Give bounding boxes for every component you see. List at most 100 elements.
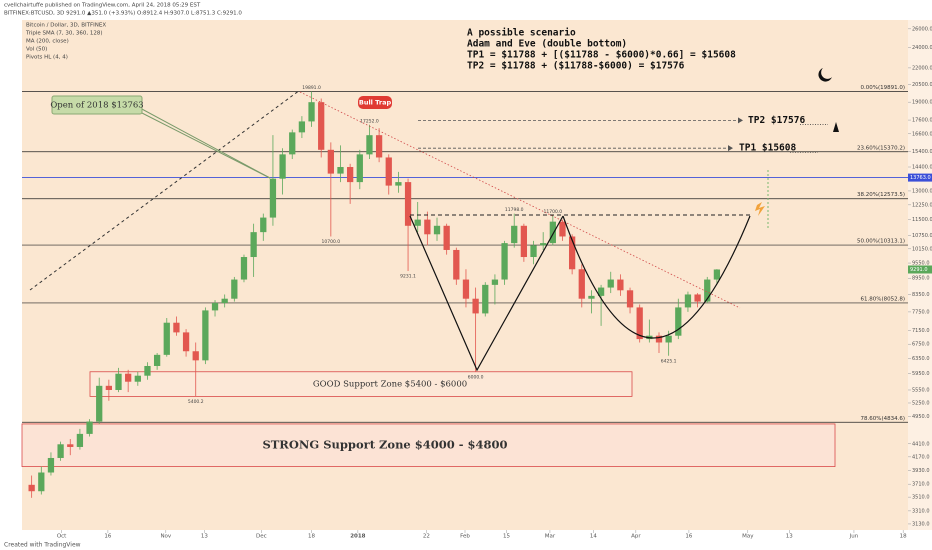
pivot-label: 9231.1 bbox=[400, 274, 416, 280]
candle-body bbox=[588, 295, 595, 299]
y-tick-label: 3710.0 bbox=[912, 482, 930, 488]
y-tick-label: 14400.0 bbox=[912, 165, 932, 171]
legend-line: Pivots HL (4, 4) bbox=[26, 55, 68, 61]
pivot-label: 11700.0 bbox=[544, 209, 563, 215]
zone-label: GOOD Support Zone $5400 - $6000 bbox=[313, 380, 467, 390]
candle-body bbox=[221, 298, 228, 304]
candle-body bbox=[366, 135, 373, 155]
candle-body bbox=[675, 307, 682, 336]
header-line: BITFINEX:BTCUSD, 3D 9291.0 ▲351.0 (+3.93… bbox=[4, 11, 242, 17]
pivot-label: 6425.1 bbox=[661, 358, 677, 364]
y-tick-label: 3130.0 bbox=[912, 521, 930, 527]
target-label: TP2 $17576 bbox=[748, 115, 805, 126]
y-tick-label: 4950.0 bbox=[912, 414, 930, 420]
fib-label: 78.60%(4834.6) bbox=[860, 416, 905, 422]
scenario-line: Adam and Eve (double bottom) bbox=[467, 39, 627, 50]
candle-body bbox=[211, 303, 219, 311]
candle-body bbox=[626, 290, 634, 308]
x-tick-label: Jun bbox=[849, 534, 859, 540]
candle-body bbox=[472, 298, 479, 314]
callout-line bbox=[139, 107, 271, 179]
x-tick-label: 15 bbox=[503, 534, 510, 540]
target-label: TP1 $15608 bbox=[739, 143, 796, 154]
fib-label: 38.20%(12573.5) bbox=[857, 192, 905, 198]
y-tick-label: 6750.0 bbox=[912, 342, 930, 348]
bull-trap-bubble bbox=[358, 96, 392, 109]
target-arrow bbox=[738, 117, 743, 124]
x-tick-label: 18 bbox=[900, 534, 907, 540]
candle-body bbox=[511, 225, 518, 244]
adam-shape bbox=[409, 215, 564, 372]
candle-body bbox=[153, 354, 161, 366]
candle-body bbox=[67, 444, 74, 447]
y-tick-label: 12250.0 bbox=[912, 202, 932, 208]
legend-line: MA (200, close) bbox=[26, 39, 69, 45]
candle-body bbox=[549, 221, 556, 244]
fib-label: 61.80%(8052.8) bbox=[860, 296, 905, 302]
candle-body bbox=[57, 444, 64, 458]
y-tick-label: 6350.0 bbox=[912, 356, 930, 362]
pivot-label: 5400.2 bbox=[188, 399, 204, 405]
bolt-icon bbox=[755, 202, 765, 216]
x-tick-label: Nov bbox=[160, 534, 171, 540]
x-tick-label: 2018 bbox=[350, 534, 365, 540]
candle-body bbox=[347, 167, 354, 183]
candle-body bbox=[424, 219, 431, 235]
candle-body bbox=[395, 182, 402, 186]
pivot-label: 17252.0 bbox=[360, 118, 379, 124]
plot-area bbox=[22, 20, 908, 530]
candle-body bbox=[684, 294, 692, 308]
y-tick-label: 3310.0 bbox=[912, 508, 930, 514]
moon-icon bbox=[818, 68, 832, 82]
candle-body bbox=[607, 279, 614, 288]
candle-body bbox=[453, 249, 460, 280]
fib-label: 0.00%(19891.0) bbox=[860, 85, 905, 91]
y-tick-label: 24000.0 bbox=[912, 45, 932, 51]
support-zone bbox=[89, 371, 633, 397]
candle-body bbox=[86, 421, 93, 434]
x-tick-label: Apr bbox=[631, 534, 641, 540]
footer: Created with TradingView bbox=[4, 542, 81, 549]
open-2018-box bbox=[51, 95, 143, 115]
candle-body bbox=[462, 279, 470, 299]
candle-body bbox=[482, 284, 489, 314]
y-tick-label: 5550.0 bbox=[912, 387, 930, 393]
support-zone bbox=[21, 423, 836, 467]
x-tick-label: 22 bbox=[423, 534, 430, 540]
trend-line bbox=[299, 91, 741, 309]
y-tick-label: 7750.0 bbox=[912, 309, 930, 315]
candle-body bbox=[501, 243, 508, 280]
candle-body bbox=[655, 335, 663, 343]
y-tick-label: 5950.0 bbox=[912, 371, 930, 377]
eve-shape bbox=[562, 215, 751, 339]
candle-body bbox=[530, 245, 537, 258]
fib-label: 23.60%(15370.2) bbox=[857, 145, 905, 151]
fib-label: 50.00%(10313.1) bbox=[857, 239, 905, 245]
candle-body bbox=[713, 269, 721, 280]
candle-body bbox=[375, 135, 383, 158]
y-tick-label: 10150.0 bbox=[912, 246, 932, 252]
legend-line: Bitcoin / Dollar, 3D, BITFINEX bbox=[26, 23, 106, 29]
bull-trap-label: Bull Trap bbox=[359, 99, 392, 107]
price-axis bbox=[908, 20, 932, 530]
candle-body bbox=[144, 365, 151, 376]
layer: GOOD Support Zone $5400 - $6000 STRONG Su… bbox=[21, 26, 932, 540]
candle-body bbox=[443, 225, 450, 250]
trend-line bbox=[29, 89, 301, 291]
candle-body bbox=[105, 385, 112, 390]
candle-body bbox=[404, 182, 412, 226]
x-tick-label: Oct bbox=[57, 534, 67, 540]
candle-body bbox=[250, 232, 257, 258]
y-tick-label: 15400.0 bbox=[912, 149, 932, 155]
x-tick-label: 18 bbox=[308, 534, 315, 540]
candle-body bbox=[192, 351, 199, 361]
candle-body bbox=[269, 178, 277, 218]
pivot-label: 10700.0 bbox=[322, 239, 341, 245]
zone-label: STRONG Support Zone $4000 - $4800 bbox=[262, 437, 507, 451]
y-tick-label: 4410.0 bbox=[912, 441, 930, 447]
y-tick-label: 10750.0 bbox=[912, 233, 932, 239]
y-tick-label: 3510.0 bbox=[912, 495, 930, 501]
callout-line bbox=[139, 111, 271, 179]
candle-body bbox=[597, 287, 605, 296]
candle-body bbox=[28, 484, 35, 492]
